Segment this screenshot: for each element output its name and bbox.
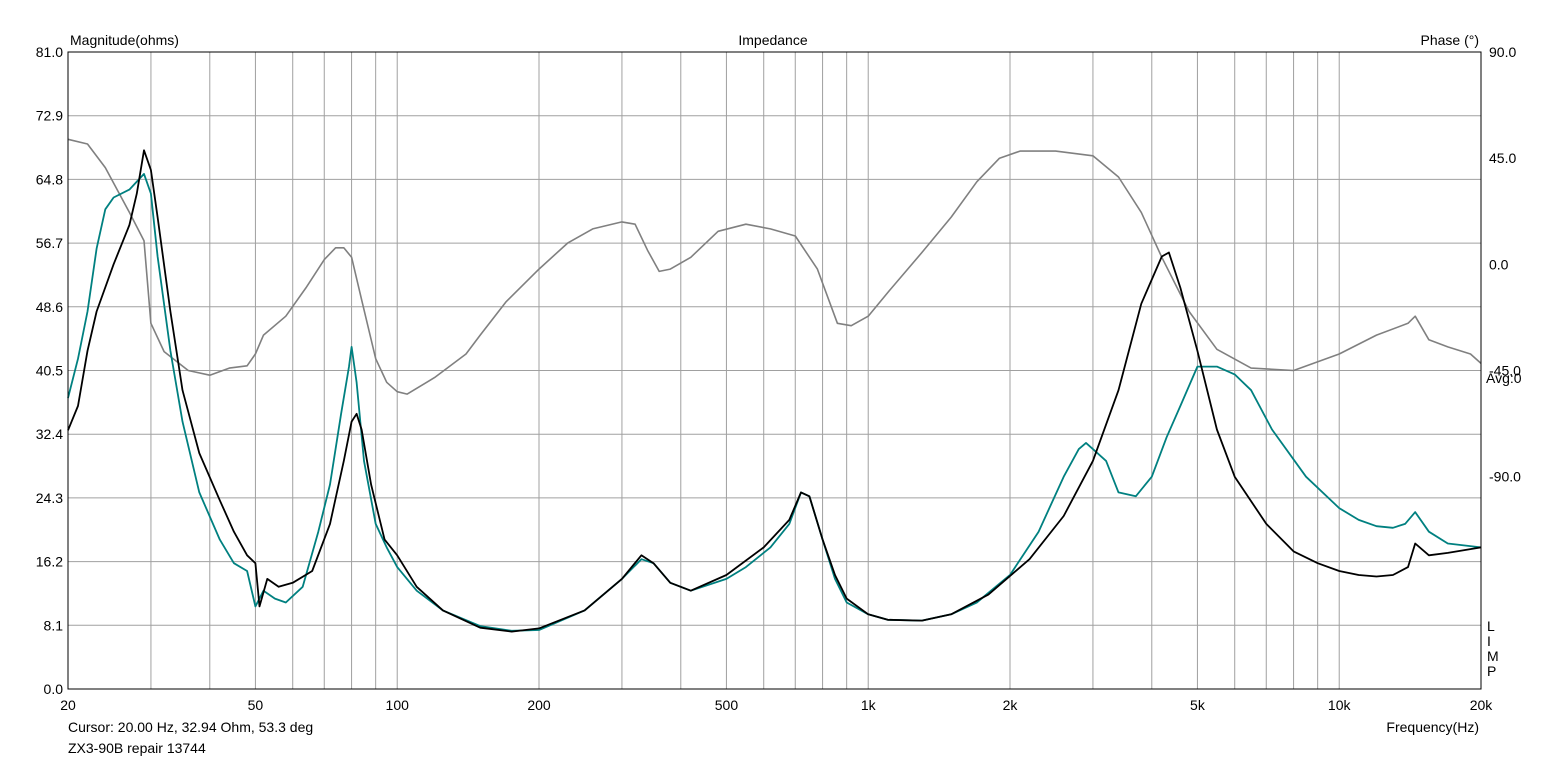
left-tick-label: 8.1 xyxy=(44,617,64,633)
left-tick-label: 32.4 xyxy=(36,426,63,442)
left-tick-label: 16.2 xyxy=(36,554,63,570)
x-tick-label: 50 xyxy=(248,697,264,713)
left-tick-label: 48.6 xyxy=(36,299,63,315)
side-letter-m: M xyxy=(1487,648,1499,664)
right-tick-label: 45.0 xyxy=(1489,150,1516,166)
avg-label: Avg:0 xyxy=(1486,370,1522,386)
x-tick-label: 1k xyxy=(861,697,877,713)
right-tick-label: 0.0 xyxy=(1489,256,1509,272)
left-tick-label: 56.7 xyxy=(36,235,63,251)
x-tick-label: 20k xyxy=(1470,697,1494,713)
right-tick-label: 90.0 xyxy=(1489,44,1516,60)
side-letter-l: L xyxy=(1487,618,1495,634)
x-tick-label: 500 xyxy=(715,697,739,713)
right-tick-label: -90.0 xyxy=(1489,469,1521,485)
left-tick-label: 81.0 xyxy=(36,44,63,60)
left-axis-label: Magnitude(ohms) xyxy=(70,32,179,48)
left-tick-label: 24.3 xyxy=(36,490,63,506)
tick-labels: 81.0 72.9 64.8 56.7 48.6 40.5 32.4 24.3 16.2 8.1 0… xyxy=(36,44,1521,713)
side-letter-i: I xyxy=(1487,633,1491,649)
x-tick-label: 10k xyxy=(1328,697,1352,713)
left-tick-label: 64.8 xyxy=(36,171,63,187)
x-axis-label: Frequency(Hz) xyxy=(1386,719,1479,735)
impedance-curve-black xyxy=(67,149,1482,633)
x-tick-label: 2k xyxy=(1003,697,1019,713)
side-letter-p: P xyxy=(1487,663,1496,679)
chart-title: Impedance xyxy=(738,32,807,48)
left-tick-label: 72.9 xyxy=(36,108,63,124)
x-tick-label: 20 xyxy=(60,697,76,713)
left-tick-label: 0.0 xyxy=(44,681,64,697)
x-tick-label: 200 xyxy=(527,697,551,713)
right-tick-label: -45.0 xyxy=(1489,363,1521,379)
right-axis-label: Phase (°) xyxy=(1420,32,1479,48)
cursor-readout: Cursor: 20.00 Hz, 32.94 Ohm, 53.3 deg xyxy=(68,719,313,735)
plot-frame xyxy=(67,51,1482,690)
file-label: ZX3-90B repair 13744 xyxy=(68,740,206,756)
grid xyxy=(68,52,1481,689)
left-tick-label: 40.5 xyxy=(36,363,63,379)
series-group xyxy=(67,138,1482,633)
x-tick-label: 5k xyxy=(1190,697,1206,713)
x-tick-label: 100 xyxy=(386,697,410,713)
